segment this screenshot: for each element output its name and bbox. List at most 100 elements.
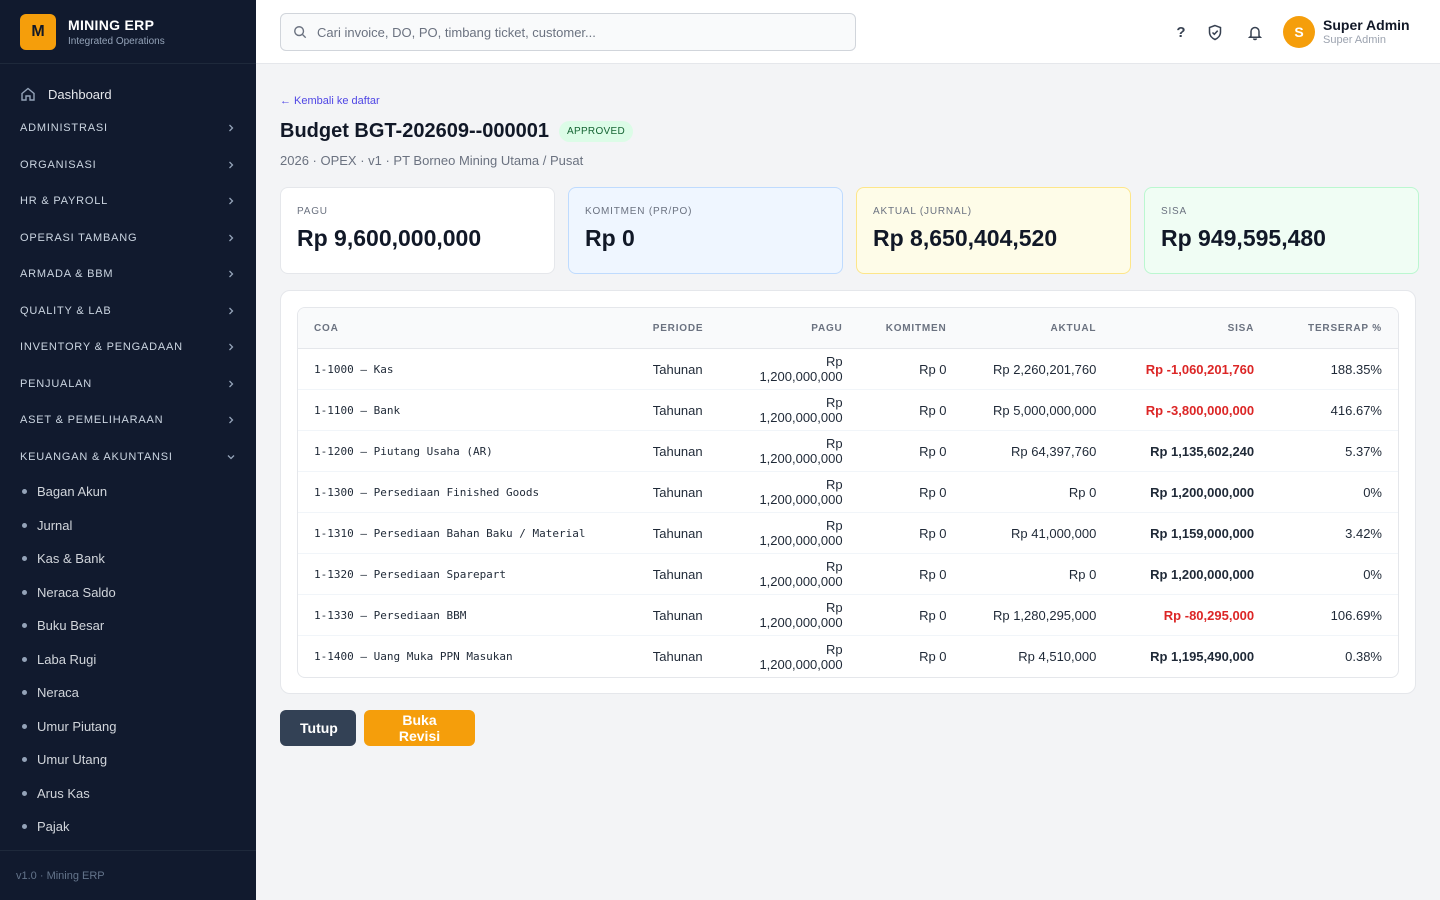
sidebar-group-quality-and-lab[interactable]: QUALITY & LAB	[0, 293, 256, 330]
bullet-icon	[22, 656, 27, 662]
table-row[interactable]: 1-1200 — Piutang Usaha (AR) Tahunan Rp 1,2…	[298, 431, 1398, 472]
card-label: PAGU	[297, 206, 328, 217]
cell-coa: 1-1000 — Kas	[298, 349, 637, 390]
page-title: Budget BGT-202609--000001	[280, 120, 550, 142]
cell-pagu: Rp 1,200,000,000	[728, 513, 859, 554]
open-revision-button[interactable]: Buka Revisi	[364, 710, 475, 746]
sidebar-group-penjualan[interactable]: PENJUALAN	[0, 366, 256, 403]
cell-komitmen: Rp 0	[858, 554, 963, 595]
bullet-icon	[22, 522, 27, 528]
cell-periode: Tahunan	[636, 349, 729, 390]
col-aktual: AKTUAL	[962, 308, 1113, 349]
sidebar-item-laba-rugi[interactable]: Laba Rugi	[0, 643, 256, 677]
sidebar-group-armada-and-bbm[interactable]: ARMADA & BBM	[0, 256, 256, 293]
cell-komitmen: Rp 0	[858, 431, 963, 472]
table-row[interactable]: 1-1310 — Persediaan Bahan Baku / Materia…	[298, 513, 1398, 554]
chevron-right-icon	[229, 380, 234, 388]
cell-periode: Tahunan	[636, 431, 729, 472]
col-pagu: PAGU	[728, 308, 859, 349]
bullet-icon	[22, 623, 27, 629]
table-row[interactable]: 1-1320 — Persediaan Sparepart Tahunan Rp 1…	[298, 554, 1398, 595]
chevron-down-icon	[227, 454, 235, 460]
cell-terserap: 0.38%	[1345, 649, 1382, 664]
home-icon	[21, 87, 35, 101]
brand[interactable]: M MINING ERP Integrated Operations	[0, 0, 256, 64]
sidebar-group-administrasi[interactable]: ADMINISTRASI	[0, 110, 256, 147]
table-row[interactable]: 1-1300 — Persediaan Finished Goods Tahuna…	[298, 472, 1398, 513]
sidebar-item-kas-and-bank[interactable]: Kas & Bank	[0, 542, 256, 576]
sidebar-item-label: Buku Besar	[37, 618, 105, 634]
sidebar-item-bagan-akun[interactable]: Bagan Akun	[0, 475, 256, 509]
summary-card-pagu: PAGU Rp 9,600,000,000	[280, 187, 555, 274]
table-row[interactable]: 1-1330 — Persediaan BBM Tahunan Rp 1,200,0…	[298, 595, 1398, 636]
cell-komitmen: Rp 0	[858, 390, 963, 431]
sidebar-group-operasi-tambang[interactable]: OPERASI TAMBANG	[0, 220, 256, 257]
cell-pagu: Rp 1,200,000,000	[728, 472, 859, 513]
shield-check-icon[interactable]	[1205, 22, 1225, 42]
table-row[interactable]: 1-1400 — Uang Muka PPN Masukan Tahunan Rp …	[298, 636, 1398, 677]
col-terserap: TERSERAP %	[1270, 308, 1398, 349]
sidebar-item-neraca-saldo[interactable]: Neraca Saldo	[0, 576, 256, 610]
sidebar-item-arus-kas[interactable]: Arus Kas	[0, 777, 256, 811]
sidebar-group-label: KEUANGAN & AKUNTANSI	[20, 450, 173, 463]
budget-table-panel: COA PERIODE PAGU KOMITMEN AKTUAL SISA TE…	[280, 290, 1416, 694]
search-input[interactable]	[317, 24, 837, 40]
sidebar-item-label: Pajak	[37, 819, 70, 835]
cell-sisa: Rp 1,200,000,000	[1112, 554, 1271, 595]
cell-periode: Tahunan	[636, 554, 729, 595]
cell-periode: Tahunan	[636, 595, 729, 636]
summary-card-sisa: SISA Rp 949,595,480	[1144, 187, 1419, 274]
back-link[interactable]: ← Kembali ke daftar	[280, 95, 380, 107]
help-icon[interactable]: ?	[1176, 23, 1186, 41]
cell-sisa: Rp 1,135,602,240	[1112, 431, 1271, 472]
cell-komitmen: Rp 0	[858, 349, 963, 390]
sidebar-footer: v1.0 · Mining ERP	[0, 850, 256, 900]
cell-periode: Tahunan	[636, 472, 729, 513]
summary-card-aktual-jurnal: AKTUAL (JURNAL) Rp 8,650,404,520	[856, 187, 1131, 274]
sidebar-item-buku-besar[interactable]: Buku Besar	[0, 609, 256, 643]
bell-icon[interactable]	[1245, 22, 1265, 42]
sidebar-item-label: Umur Piutang	[37, 718, 117, 734]
brand-name: MINING ERP	[68, 16, 155, 33]
sidebar-item-neraca[interactable]: Neraca	[0, 676, 256, 710]
sidebar-item-dashboard[interactable]: Dashboard	[0, 78, 256, 110]
user-menu[interactable]: Super Admin Super Admin	[1323, 17, 1410, 46]
sidebar-item-jurnal[interactable]: Jurnal	[0, 509, 256, 543]
cell-periode: Tahunan	[652, 649, 703, 664]
cell-pagu: Rp 1,200,000,000	[728, 349, 859, 390]
cell-aktual: Rp 2,260,201,760	[962, 349, 1113, 390]
sidebar-item-label: Bagan Akun	[37, 484, 108, 500]
chevron-right-icon	[229, 343, 234, 351]
sidebar-item-umur-utang[interactable]: Umur Utang	[0, 743, 256, 777]
search-box[interactable]	[280, 13, 856, 51]
sidebar-group-label: HR & PAYROLL	[20, 195, 109, 208]
sidebar-group-organisasi[interactable]: ORGANISASI	[0, 147, 256, 184]
sidebar-item-umur-piutang[interactable]: Umur Piutang	[0, 710, 256, 744]
table-row[interactable]: 1-1100 — Bank Tahunan Rp 1,200,000,000 Rp 0…	[298, 390, 1398, 431]
bullet-icon	[22, 757, 27, 763]
sidebar: M MINING ERP Integrated Operations Dashb…	[0, 0, 256, 900]
sidebar-item-pajak[interactable]: Pajak	[0, 810, 256, 844]
card-label: KOMITMEN (PR/PO)	[585, 206, 693, 217]
chevron-right-icon	[229, 197, 234, 205]
sidebar-item-label: Jurnal	[37, 517, 73, 533]
cell-coa: 1-1330 — Persediaan BBM	[298, 595, 637, 636]
page-subtitle: 2026 · OPEX · v1 · PT Borneo Mining Utam…	[280, 153, 584, 168]
col-periode: PERIODE	[636, 308, 729, 349]
close-button[interactable]: Tutup	[280, 710, 356, 746]
avatar[interactable]: S	[1283, 16, 1315, 48]
cell-aktual: Rp 5,000,000,000	[962, 390, 1113, 431]
budget-table: COA PERIODE PAGU KOMITMEN AKTUAL SISA TE…	[297, 307, 1399, 678]
sidebar-group-inventory-and-pengadaan[interactable]: INVENTORY & PENGADAAN	[0, 329, 256, 366]
bullet-icon	[22, 589, 27, 595]
sidebar-group-aset-and-pemeliharaan[interactable]: ASET & PEMELIHARAAN	[0, 402, 256, 439]
user-name: Super Admin	[1323, 17, 1410, 33]
sidebar-group-label: ORGANISASI	[20, 158, 97, 171]
sidebar-nav: Dashboard ADMINISTRASI ORGANISASI HR & PAY…	[0, 64, 256, 844]
cell-komitmen: Rp 0	[919, 649, 947, 664]
summary-card-komitmen-pr-po: KOMITMEN (PR/PO) Rp 0	[568, 187, 843, 274]
sidebar-group-hr-and-payroll[interactable]: HR & PAYROLL	[0, 183, 256, 220]
sidebar-group-keuangan-and-akuntansi[interactable]: KEUANGAN & AKUNTANSI	[0, 439, 256, 476]
bullet-icon	[22, 790, 27, 796]
